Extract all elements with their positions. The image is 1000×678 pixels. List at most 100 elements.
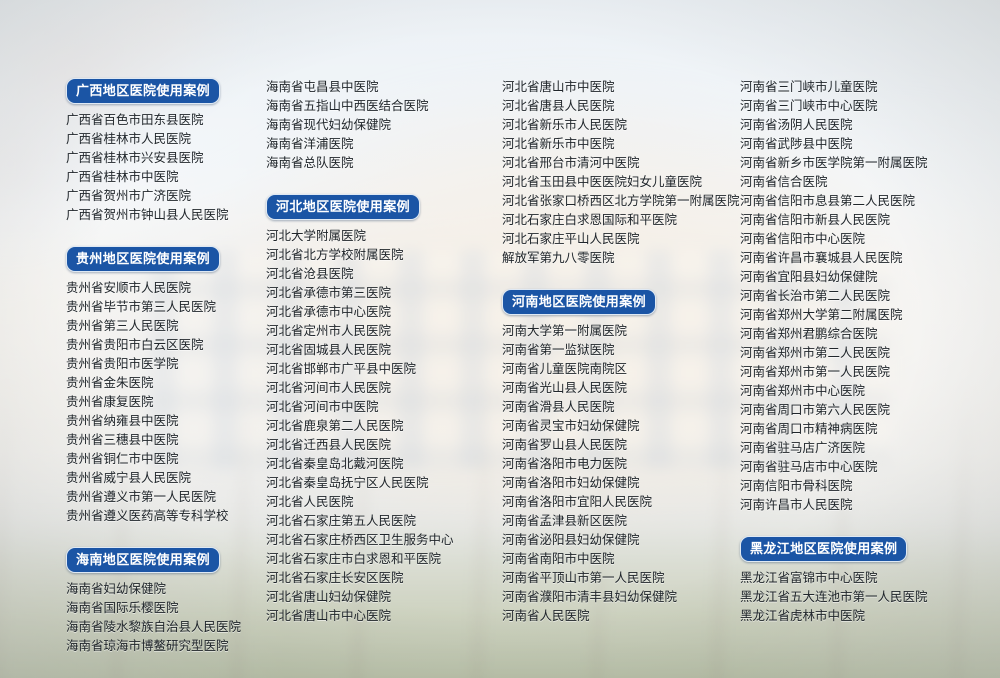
hospital-list-item: 河南省人民医院 [502, 609, 590, 623]
hospital-list: 河北大学附属医院 河北省北方学校附属医院 河北省沧县医院 河北省承德市第三医院 河北省承… [266, 227, 494, 626]
block-spacer [502, 278, 730, 289]
hospital-list-item: 河北省固城县人民医院 [266, 343, 392, 357]
hospital-list-item: 河北省北方学校附属医院 [266, 248, 404, 262]
region-badge: 海南地区医院使用案例 [66, 547, 221, 573]
hospital-list-item: 河南省郑州市中心医院 [740, 384, 866, 398]
hospital-list-item: 河北省新乐市中医院 [502, 137, 615, 151]
hospital-list-item: 河南省长治市第二人民医院 [740, 289, 891, 303]
region-block: 河南省三门峡市儿童医院 河南省三门峡市中心医院 河南省汤阴人民医院 河南省武陟县中医院… [740, 78, 1000, 515]
hospital-list-item: 广西省桂林市中医院 [66, 170, 179, 184]
hospital-list-item: 河北省迁西县人民医院 [266, 438, 392, 452]
hospital-list-item: 河南省郑州大学第二附属医院 [740, 308, 903, 322]
hospital-list-item: 河北省邯郸市广平县中医院 [266, 362, 417, 376]
hospital-list-item: 河南省郑州市第二人民医院 [740, 346, 891, 360]
region-badge: 贵州地区医院使用案例 [66, 246, 221, 272]
hospital-list-item: 河南省郑州君鹏综合医院 [740, 327, 878, 341]
hospital-list-item: 海南省妇幼保健院 [66, 582, 167, 596]
hospital-list-item: 河南省信阳市新县人民医院 [740, 213, 891, 227]
hospital-list-item: 贵州省铜仁市中医院 [66, 452, 179, 466]
hospital-list-item: 河北石家庄平山人民医院 [502, 232, 640, 246]
hospital-list-item: 黑龙江省虎林市中医院 [740, 609, 866, 623]
hospital-list-item: 贵州省贵阳市白云区医院 [66, 338, 204, 352]
region-badge: 黑龙江地区医院使用案例 [740, 536, 908, 562]
column-1: 广西地区医院使用案例广西省百色市田东县医院 广西省桂林市人民医院 广西省桂林市兴安县… [0, 78, 242, 678]
hospital-list-item: 河北省唐县人民医院 [502, 99, 615, 113]
hospital-list-item: 海南省总队医院 [266, 156, 354, 170]
hospital-list-item: 海南省五指山中西医结合医院 [266, 99, 429, 113]
hospital-list-item: 河南信阳市骨科医院 [740, 479, 853, 493]
hospital-list-item: 河南省儿童医院南院区 [502, 362, 628, 376]
hospital-list-item: 黑龙江省五大连池市第一人民医院 [740, 590, 928, 604]
hospital-list: 河南大学第一附属医院 河南省第一监狱医院 河南省儿童医院南院区 河南省光山县人民医院河… [502, 322, 730, 626]
region-block: 河北地区医院使用案例河北大学附属医院河北省北方学校附属医院 河北省沧县医院河北省承… [266, 183, 494, 626]
hospital-list-item: 海南省陵水黎族自治县人民医院 [66, 620, 242, 634]
hospital-list: 河南省三门峡市儿童医院 河南省三门峡市中心医院 河南省汤阴人民医院 河南省武陟县中医院… [740, 78, 1000, 515]
hospital-list: 广西省百色市田东县医院 广西省桂林市人民医院 广西省桂林市兴安县医院 广西省桂林市中医… [66, 111, 236, 225]
hospital-list-item: 河南省三门峡市中心医院 [740, 99, 878, 113]
hospital-list-item: 河南省滑县人民医院 [502, 400, 615, 414]
hospital-list-item: 贵州省金朱医院 [66, 376, 154, 390]
hospital-list-item: 河南省驻马店广济医院 [740, 441, 866, 455]
hospital-list-item: 河北省承德市中心医院 [266, 305, 392, 319]
block-spacer [66, 536, 236, 547]
hospital-list-item: 河南省平顶山市第一人民医院 [502, 571, 665, 585]
hospital-list-item: 河南省罗山县人民医院 [502, 438, 628, 452]
hospital-list-item: 河南省洛阳市宜阳人民医院 [502, 495, 653, 509]
hospital-list-item: 河北省邢台市清河中医院 [502, 156, 640, 170]
region-block: 广西地区医院使用案例广西省百色市田东县医院 广西省桂林市人民医院 广西省桂林市兴安县… [66, 78, 236, 225]
hospital-list-item: 广西省桂林市人民医院 [66, 132, 192, 146]
hospital-list-item: 河南省信阳市息县第二人民医院 [740, 194, 916, 208]
hospital-list-item: 河南省泌阳县妇幼保健院 [502, 533, 640, 547]
hospital-list-item: 贵州省第三人民医院 [66, 319, 179, 333]
hospital-list-item: 河北省张家口桥西区北方学院第一附属医院 [502, 194, 740, 208]
hospital-list: 海南省妇幼保健院 海南省国际乐樱医院海南省陵水黎族自治县人民医院 海南省琼海市博鳌研… [66, 580, 242, 656]
hospital-list-item: 河南省洛阳市妇幼保健院 [502, 476, 640, 490]
region-block: 河北省唐山市中医院 河北省唐县人民医院 河北省新乐市人民医院 河北省新乐市中医院河北省… [502, 78, 740, 268]
hospital-list-item: 河南许昌市人民医院 [740, 498, 853, 512]
hospital-list-item: 贵州省纳雍县中医院 [66, 414, 179, 428]
hospital-list-item: 广西省贺州市钟山县人民医院 [66, 208, 229, 222]
hospital-list-item: 海南省国际乐樱医院 [66, 601, 179, 615]
hospital-list-item: 河南省新乡市医学院第一附属医院 [740, 156, 928, 170]
hospital-list-item: 河南省第一监狱医院 [502, 343, 615, 357]
hospital-list-item: 贵州省遵义市第一人民医院 [66, 490, 217, 504]
hospital-list: 河北省唐山市中医院 河北省唐县人民医院 河北省新乐市人民医院 河北省新乐市中医院河北省… [502, 78, 740, 268]
region-badge: 广西地区医院使用案例 [66, 78, 221, 104]
region-badge: 河北地区医院使用案例 [266, 194, 421, 220]
hospital-list-item: 河南省洛阳市电力医院 [502, 457, 628, 471]
hospital-list-item: 河南省郑州市第一人民医院 [740, 365, 891, 379]
column-2: 海南省屯昌县中医院 海南省五指山中西医结合医院 海南省现代妇幼保健院 海南省洋浦医院海… [236, 78, 494, 678]
hospital-list-item: 河南省宜阳县妇幼保健院 [740, 270, 878, 284]
hospital-list-item: 河北石家庄白求恩国际和平医院 [502, 213, 678, 227]
hospital-list-item: 河北省河间市中医院 [266, 400, 379, 414]
hospital-list-item: 河北省石家庄长安区医院 [266, 571, 404, 585]
hospital-list-item: 河南省信阳市中心医院 [740, 232, 866, 246]
hospital-list-item: 河北省唐山市中医院 [502, 80, 615, 94]
hospital-list-item: 广西省桂林市兴安县医院 [66, 151, 204, 165]
column-3: 河北省唐山市中医院 河北省唐县人民医院 河北省新乐市人民医院 河北省新乐市中医院河北省… [494, 78, 740, 678]
hospital-list-item: 河南省南阳市中医院 [502, 552, 615, 566]
hospital-list-item: 河北省石家庄桥西区卫生服务中心 [266, 533, 454, 547]
hospital-list-item: 河北省人民医院 [266, 495, 354, 509]
hospital-list-item: 贵州省安顺市人民医院 [66, 281, 192, 295]
column-4: 河南省三门峡市儿童医院 河南省三门峡市中心医院 河南省汤阴人民医院 河南省武陟县中医院… [730, 78, 1000, 678]
hospital-list-item: 贵州省贵阳市医学院 [66, 357, 179, 371]
hospital-list-item: 河北大学附属医院 [266, 229, 367, 243]
hospital-list-item: 贵州省威宁县人民医院 [66, 471, 192, 485]
block-spacer [66, 235, 236, 246]
hospital-list-item: 河北省沧县医院 [266, 267, 354, 281]
block-spacer [266, 183, 494, 194]
hospital-list-item: 贵州省康复医院 [66, 395, 154, 409]
hospital-list-item: 河北省石家庄第五人民医院 [266, 514, 417, 528]
hospital-list-item: 河北省玉田县中医医院妇女儿童医院 [502, 175, 703, 189]
hospital-list-item: 海南省洋浦医院 [266, 137, 354, 151]
hospital-list-item: 广西省百色市田东县医院 [66, 113, 204, 127]
hospital-list-item: 海南省琼海市博鳌研究型医院 [66, 639, 229, 653]
hospital-list: 海南省屯昌县中医院 海南省五指山中西医结合医院 海南省现代妇幼保健院 海南省洋浦医院海… [266, 78, 494, 173]
hospital-list-item: 贵州省遵义医药高等专科学校 [66, 509, 229, 523]
hospital-list-item: 河南省汤阴人民医院 [740, 118, 853, 132]
region-block: 河南地区医院使用案例 河南大学第一附属医院 河南省第一监狱医院 河南省儿童医院南院区河… [502, 278, 730, 626]
hospital-list-item: 河北省新乐市人民医院 [502, 118, 628, 132]
hospital-list-item: 河北省定州市人民医院 [266, 324, 392, 338]
